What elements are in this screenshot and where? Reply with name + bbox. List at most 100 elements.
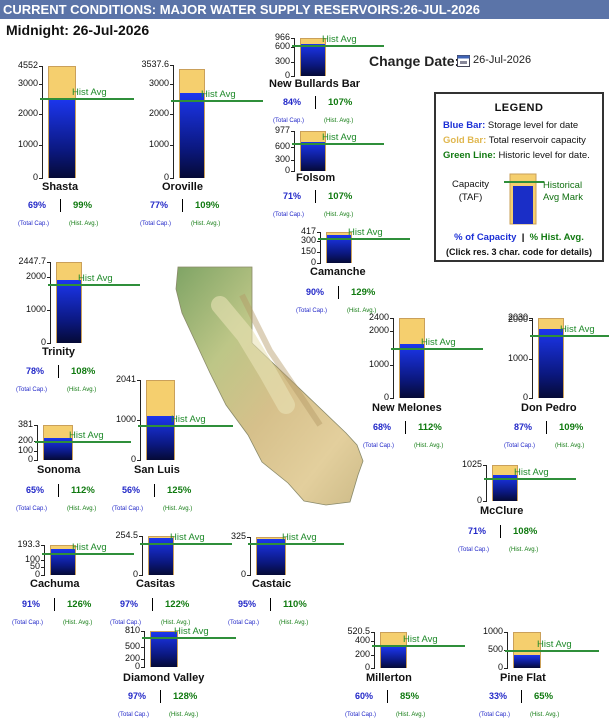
axis-tick-label: 0 <box>497 662 503 672</box>
axis-tick-mark <box>390 365 394 366</box>
reservoir-name[interactable]: Folsom <box>296 172 336 184</box>
legend-capacity-text: Capacity <box>452 179 489 190</box>
reservoir-name[interactable]: Diamond Valley <box>123 672 205 684</box>
axis-tick-label: 3000 <box>148 78 169 88</box>
axis-tick-mark <box>170 65 174 66</box>
reservoir-name[interactable]: McClure <box>480 505 524 517</box>
axis-tick-label: 1000 <box>368 359 389 369</box>
reservoir-name[interactable]: New Bullards Bar <box>269 78 361 90</box>
axis-tick-label: 0 <box>383 392 389 402</box>
axis-tick-mark <box>139 575 143 576</box>
hist-avg-label: Hist Avg <box>170 532 205 543</box>
hist-avg-line <box>505 650 599 652</box>
axis-tick-label: 977 <box>274 125 290 135</box>
percent-separator <box>160 690 161 703</box>
axis-tick-mark <box>529 320 533 321</box>
axis-tick-mark <box>529 359 533 360</box>
hist-avg-note: (Hist. Avg.) <box>396 712 426 718</box>
reservoir-name[interactable]: Cachuma <box>30 578 80 590</box>
reservoir-name[interactable]: Camanche <box>310 266 366 278</box>
reservoir-axis <box>142 536 143 575</box>
hist-avg-line <box>248 543 344 545</box>
axis-tick-label: 100 <box>24 554 40 564</box>
pct-hist-avg: 122% <box>165 599 190 610</box>
axis-tick-label: 1000 <box>507 353 528 363</box>
axis-tick-mark <box>39 84 43 85</box>
reservoir-name[interactable]: Shasta <box>42 181 79 193</box>
reservoir-axis <box>144 631 145 667</box>
storage-bar <box>381 647 406 668</box>
reservoir-name[interactable]: New Melones <box>372 402 442 414</box>
axis-tick-mark <box>34 451 38 452</box>
total-cap-note: (Total Cap.) <box>458 547 490 553</box>
axis-tick-mark <box>34 425 38 426</box>
total-cap-note: (Total Cap.) <box>479 712 511 718</box>
pct-capacity: 60% <box>355 691 374 701</box>
axis-tick-mark <box>317 263 321 264</box>
axis-tick-label: 254.5 <box>115 530 138 540</box>
reservoir-name[interactable]: Oroville <box>162 181 203 193</box>
axis-tick-label: 1000 <box>115 414 136 424</box>
axis-tick-label: 966 <box>274 32 290 42</box>
reservoir-name[interactable]: Castaic <box>252 578 292 590</box>
hist-avg-label: Hist Avg <box>201 89 236 100</box>
reservoir-name[interactable]: Pine Flat <box>500 672 546 684</box>
hist-avg-note: (Hist. Avg.) <box>509 547 539 553</box>
hist-avg-note: (Hist. Avg.) <box>324 118 354 124</box>
axis-tick-label: 0 <box>310 257 316 267</box>
hist-avg-line <box>391 348 483 350</box>
axis-tick-mark <box>390 331 394 332</box>
reservoir-axis <box>294 38 295 76</box>
hist-avg-line <box>142 637 236 639</box>
axis-tick-mark <box>39 114 43 115</box>
axis-tick-label: 417 <box>300 226 316 236</box>
axis-tick-label: 2000 <box>368 325 389 335</box>
reservoir-axis <box>374 632 375 668</box>
storage-bar <box>301 142 325 171</box>
hist-avg-line <box>35 441 131 443</box>
hist-avg-label: Hist Avg <box>72 87 107 98</box>
storage-bar <box>257 539 285 575</box>
axis-tick-label: 300 <box>300 235 316 245</box>
percent-separator <box>500 525 501 538</box>
calendar-icon[interactable] <box>457 54 470 67</box>
hist-avg-note: (Hist. Avg.) <box>324 212 354 218</box>
axis-tick-mark <box>141 659 145 660</box>
reservoir-axis <box>42 66 43 178</box>
total-cap-note: (Total Cap.) <box>504 443 536 449</box>
total-cap-note: (Total Cap.) <box>140 221 172 227</box>
pct-hist-avg: 108% <box>513 526 538 537</box>
legend-click-note: (Click res. 3 char. code for details) <box>445 247 593 257</box>
axis-tick-label: 300 <box>274 154 290 164</box>
axis-tick-label: 2447.7 <box>18 256 46 266</box>
percent-separator <box>405 421 406 434</box>
percent-separator <box>182 199 183 212</box>
axis-tick-label: 0 <box>34 569 40 579</box>
legend-box: LEGEND Blue Bar: Storage level for date … <box>434 92 604 262</box>
legend-hist-mark-label: Historical Avg Mark <box>543 180 583 204</box>
percent-separator <box>154 484 155 497</box>
change-date-value[interactable]: 26-Jul-2026 <box>473 54 532 66</box>
percent-separator <box>270 598 271 611</box>
pct-capacity: 90% <box>306 287 325 297</box>
axis-tick-mark <box>317 232 321 233</box>
reservoir-name[interactable]: Trinity <box>42 346 76 358</box>
reservoir-name[interactable]: Casitas <box>136 578 176 590</box>
reservoir-name[interactable]: Sonoma <box>37 464 81 476</box>
axis-tick-label: 0 <box>240 569 246 579</box>
legend-hist-mark-text-1: Historical <box>543 180 583 191</box>
reservoir-name[interactable]: Millerton <box>366 672 412 684</box>
total-cap-note: (Total Cap.) <box>12 620 44 626</box>
hist-avg-label: Hist Avg <box>514 467 549 478</box>
pct-hist-avg: 109% <box>559 422 584 433</box>
axis-tick-mark <box>291 160 295 161</box>
axis-tick-label: 0 <box>284 70 290 80</box>
axis-tick-label: 3537.6 <box>141 59 169 69</box>
pct-capacity: 69% <box>28 200 47 210</box>
axis-tick-mark <box>41 567 45 568</box>
axis-tick-mark <box>529 398 533 399</box>
reservoir-name[interactable]: Don Pedro <box>521 402 577 414</box>
reservoir-name[interactable]: San Luis <box>134 464 180 476</box>
axis-tick-label: 150 <box>300 246 316 256</box>
hist-avg-line <box>292 143 384 145</box>
